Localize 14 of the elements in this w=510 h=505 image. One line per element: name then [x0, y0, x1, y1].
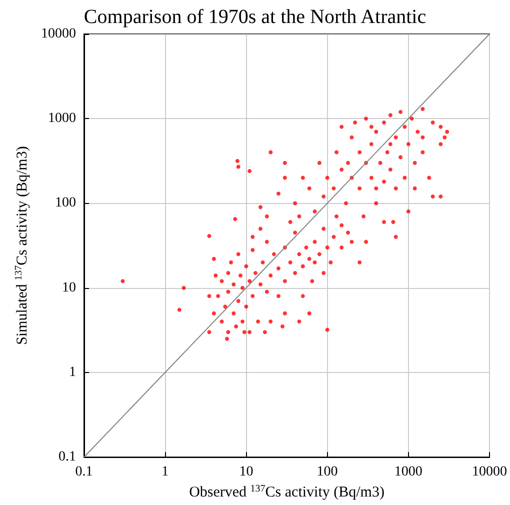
- y-axis-title: Simulated 137Cs activity (Bq/m3): [14, 146, 31, 345]
- y-tick-label: 100: [55, 196, 76, 211]
- y-tick-label: 1: [69, 364, 76, 380]
- x-tick-label: 0.1: [75, 464, 93, 480]
- y-tick-label: 10: [62, 280, 76, 296]
- x-tick-label: 1000: [394, 464, 422, 480]
- y-tick-label: 1000: [48, 111, 76, 126]
- x-tick-label: 1: [162, 464, 169, 480]
- x-tick-label: 10000: [472, 464, 507, 480]
- x-tick-label: 10: [239, 464, 254, 480]
- chart-title: Comparison of 1970s at the North Atrantic: [84, 6, 426, 28]
- y-tick-label: 10000: [41, 26, 76, 42]
- y-tick-label: 0.1: [58, 450, 76, 465]
- x-tick-label: 100: [316, 464, 338, 480]
